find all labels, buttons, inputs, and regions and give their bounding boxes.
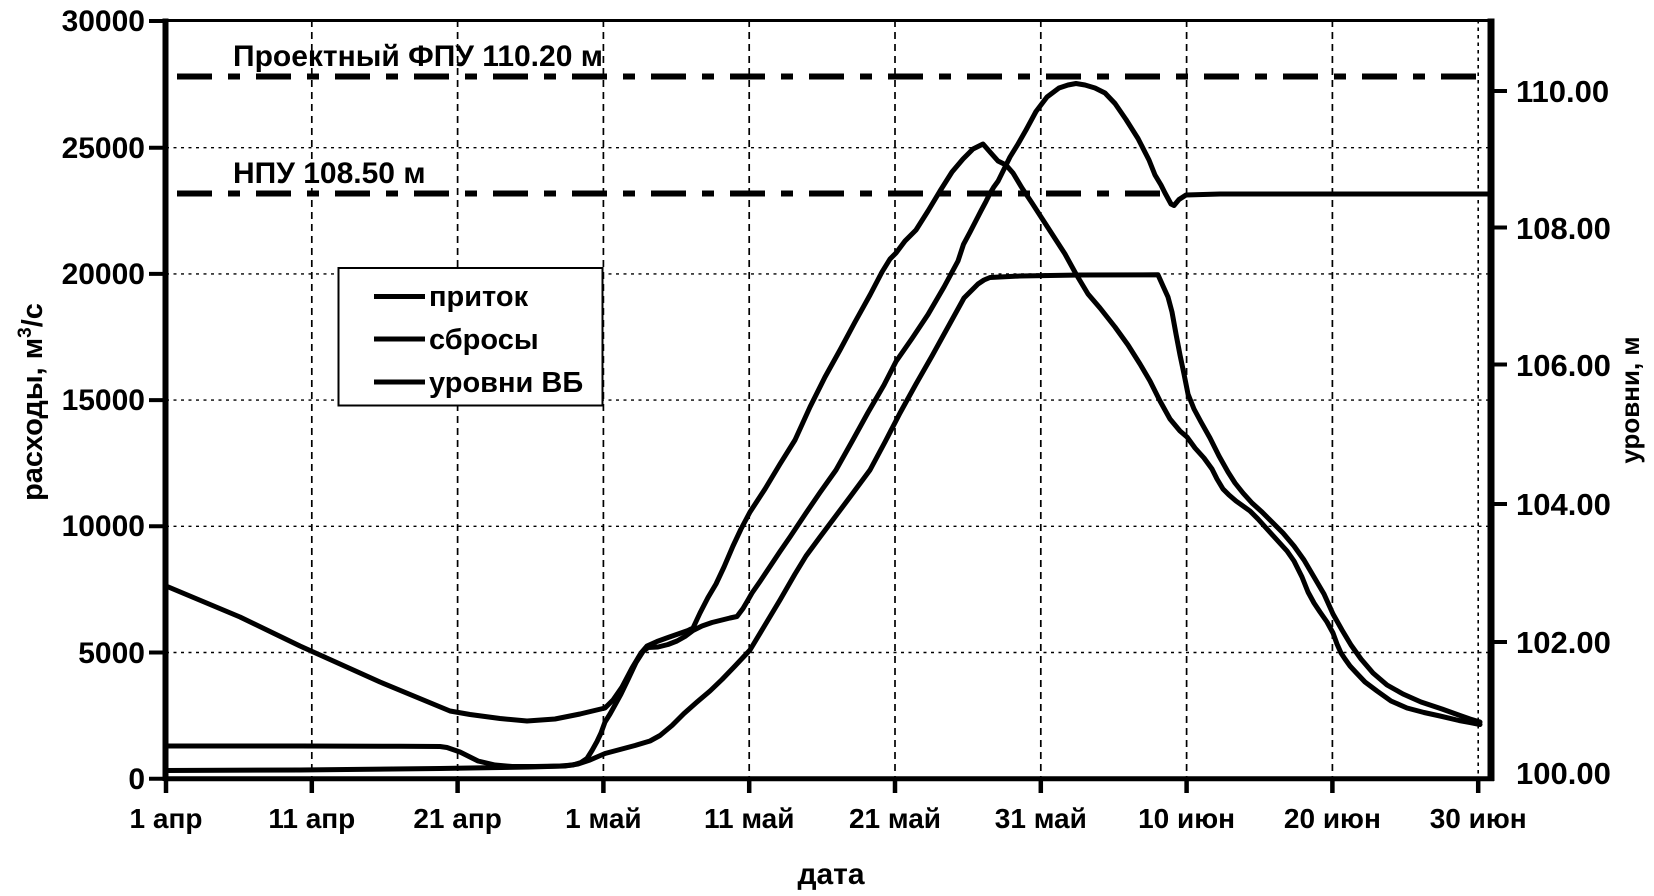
- svg-text:20 июн: 20 июн: [1284, 803, 1381, 834]
- svg-text:10000: 10000: [62, 510, 145, 543]
- svg-text:0: 0: [128, 763, 145, 796]
- svg-text:102.00: 102.00: [1516, 625, 1611, 660]
- svg-text:110.00: 110.00: [1516, 74, 1609, 109]
- svg-text:106.00: 106.00: [1516, 348, 1611, 383]
- svg-text:104.00: 104.00: [1516, 487, 1611, 522]
- svg-text:30000: 30000: [62, 5, 145, 38]
- svg-text:11 май: 11 май: [704, 803, 795, 834]
- svg-text:НПУ 108.50 м: НПУ 108.50 м: [233, 157, 426, 190]
- svg-text:5000: 5000: [78, 637, 145, 670]
- svg-text:100.00: 100.00: [1516, 756, 1611, 791]
- svg-text:1 апр: 1 апр: [130, 803, 203, 834]
- svg-text:дата: дата: [797, 858, 864, 891]
- svg-text:108.00: 108.00: [1516, 211, 1611, 246]
- svg-text:31 май: 31 май: [995, 803, 1087, 834]
- svg-text:1 май: 1 май: [565, 803, 641, 834]
- svg-text:уровни ВБ: уровни ВБ: [429, 367, 583, 399]
- svg-text:25000: 25000: [62, 132, 145, 165]
- svg-text:11 апр: 11 апр: [268, 803, 355, 834]
- svg-text:приток: приток: [429, 281, 529, 313]
- svg-text:уровни, м: уровни, м: [1615, 336, 1645, 463]
- svg-text:20000: 20000: [62, 258, 145, 291]
- svg-text:сбросы: сбросы: [429, 324, 539, 356]
- svg-text:21 апр: 21 апр: [413, 803, 502, 834]
- svg-text:10 июн: 10 июн: [1138, 803, 1235, 834]
- svg-text:15000: 15000: [62, 384, 145, 417]
- svg-text:Проектный ФПУ 110.20 м: Проектный ФПУ 110.20 м: [233, 40, 603, 73]
- svg-text:30 июн: 30 июн: [1430, 803, 1527, 834]
- svg-text:21 май: 21 май: [849, 803, 941, 834]
